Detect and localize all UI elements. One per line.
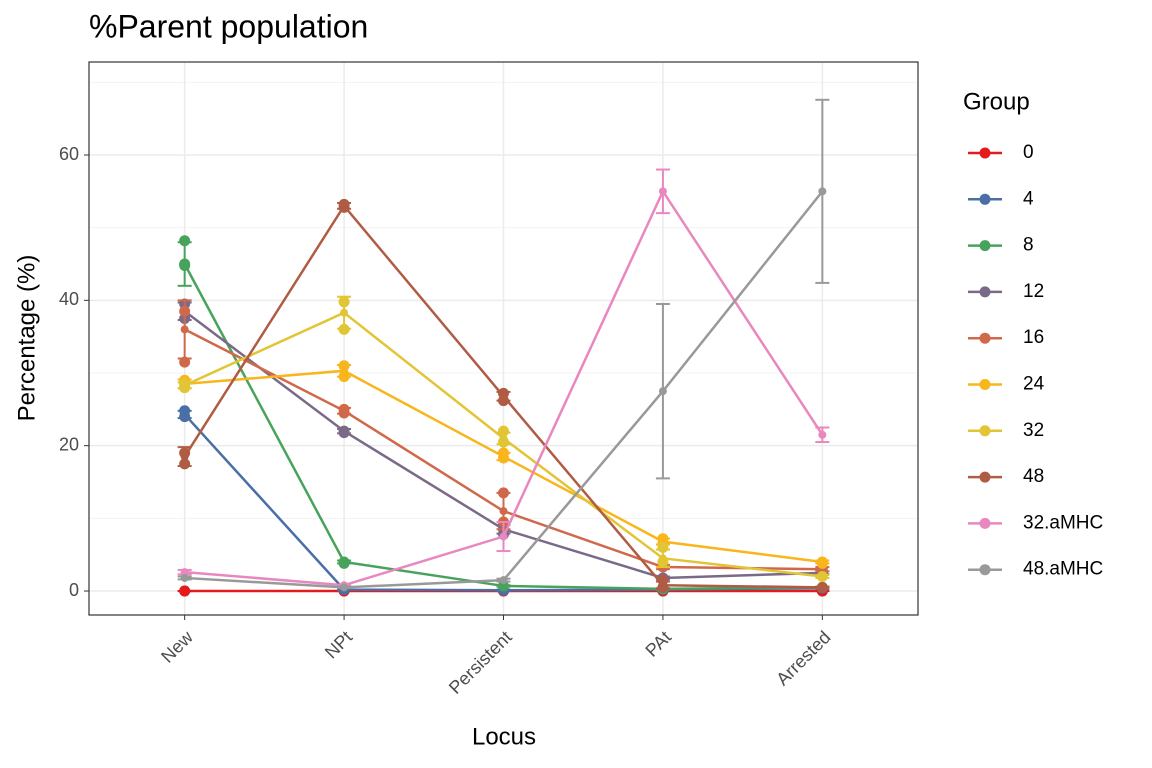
- mean-point: [499, 532, 508, 541]
- x-axis-label: Locus: [472, 723, 536, 750]
- replicate-point: [179, 458, 191, 470]
- plot-border: [88, 61, 919, 616]
- mean-point: [180, 452, 189, 461]
- legend-label: 0: [1023, 142, 1034, 163]
- x-tick-label: PAt: [641, 627, 675, 661]
- mean-point: [180, 568, 189, 577]
- mean-point: [340, 427, 349, 436]
- mean-point: [658, 554, 667, 563]
- x-tick-label: Arrested: [772, 627, 834, 689]
- legend-title: Group: [963, 88, 1030, 115]
- mean-point: [499, 434, 508, 443]
- mean-point: [818, 187, 827, 196]
- chart-title: %Parent population: [89, 8, 368, 44]
- mean-point: [340, 366, 349, 375]
- y-tick-label: 0: [69, 580, 79, 600]
- legend-marker: [979, 147, 991, 159]
- legend-label: 8: [1023, 235, 1034, 256]
- mean-point: [499, 392, 508, 401]
- legend-marker: [979, 564, 991, 576]
- legend-label: 12: [1023, 281, 1044, 302]
- y-tick-label: 60: [59, 144, 79, 164]
- mean-point: [499, 507, 508, 516]
- mean-point: [818, 583, 827, 592]
- replicate-point: [179, 305, 191, 317]
- mean-point: [499, 452, 508, 461]
- mean-point: [180, 587, 189, 596]
- mean-point: [818, 557, 827, 566]
- mean-point: [340, 583, 349, 592]
- replicate-point: [498, 425, 509, 437]
- mean-point: [180, 260, 189, 269]
- mean-point: [340, 406, 349, 415]
- legend-marker: [979, 471, 991, 483]
- replicate-point: [338, 371, 350, 383]
- legend-marker: [979, 425, 991, 437]
- mean-point: [180, 325, 189, 334]
- mean-point: [818, 430, 827, 439]
- mean-point: [340, 557, 349, 566]
- replicate-point: [498, 487, 509, 499]
- mean-point: [180, 573, 189, 582]
- legend-marker: [979, 379, 991, 390]
- x-tick-label: NPt: [321, 627, 356, 662]
- legend-label: 32.aMHC: [1023, 512, 1103, 533]
- legend-marker: [979, 193, 991, 205]
- y-tick-label: 20: [59, 434, 79, 454]
- replicate-point: [338, 323, 350, 335]
- mean-point: [340, 308, 349, 317]
- legend-label: 32: [1023, 420, 1044, 441]
- legend-marker: [979, 240, 991, 252]
- mean-point: [180, 410, 189, 419]
- mean-point: [340, 201, 349, 210]
- mean-point: [658, 187, 667, 196]
- legend-label: 4: [1023, 188, 1034, 209]
- mean-point: [658, 387, 667, 396]
- legend-label: 16: [1023, 327, 1044, 348]
- replicate-point: [179, 356, 191, 368]
- replicate-point: [338, 296, 350, 308]
- legend-label: 48.aMHC: [1023, 559, 1103, 580]
- mean-point: [499, 581, 508, 590]
- x-tick-label: Persistent: [445, 627, 516, 698]
- mean-point: [818, 572, 827, 581]
- y-axis-label: Percentage (%): [13, 255, 40, 422]
- mean-point: [180, 381, 189, 390]
- x-tick-label: New: [157, 626, 197, 666]
- legend-label: 24: [1023, 374, 1045, 395]
- replicate-point: [657, 541, 669, 553]
- y-tick-label: 40: [59, 289, 79, 309]
- replicate-point: [179, 235, 191, 247]
- legend-marker: [979, 517, 991, 529]
- legend-marker: [979, 332, 991, 344]
- legend-marker: [979, 286, 991, 298]
- mean-point: [499, 576, 508, 585]
- legend-label: 48: [1023, 466, 1044, 487]
- mean-point: [658, 581, 667, 590]
